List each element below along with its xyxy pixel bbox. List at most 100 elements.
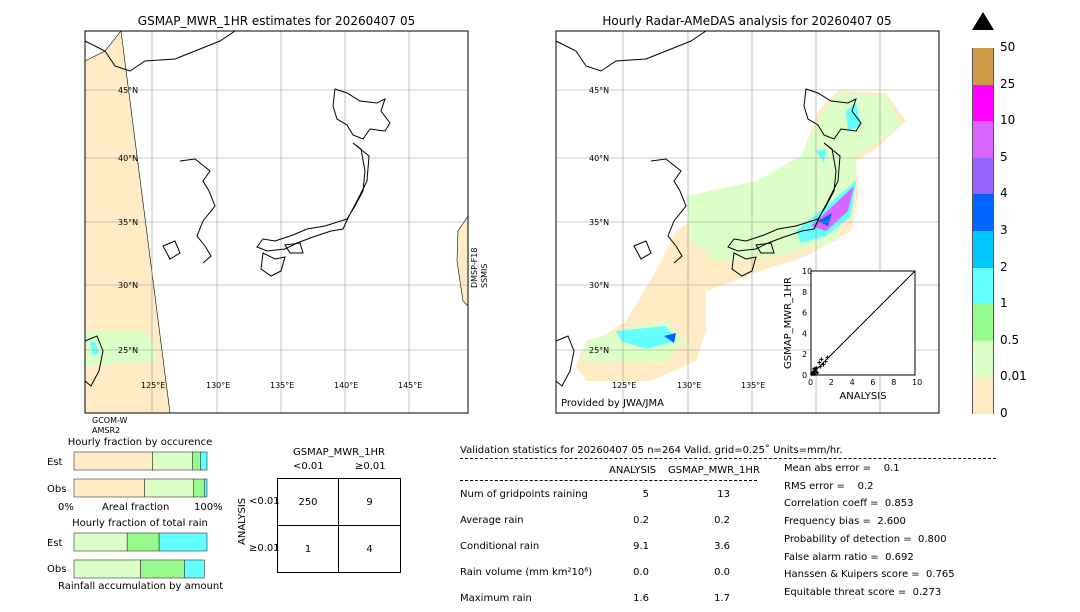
bar-segment: [73, 478, 145, 498]
lon-label: 130°E: [206, 381, 230, 390]
colorbar-swatch: [972, 121, 994, 158]
col-header-2: ≥0.01: [355, 461, 386, 472]
bar-segment: [184, 559, 205, 579]
y-tick-label: 10: [802, 267, 812, 276]
colorbar-extend-arrow: [972, 12, 994, 30]
cell-hit-neg: 250: [278, 479, 339, 526]
lon-label: 130°E: [677, 381, 701, 390]
stats-label: Maximum rain: [460, 593, 532, 604]
stats-label: Num of gridpoints raining: [460, 489, 588, 500]
total-rain-title: Hourly fraction of total rain: [72, 518, 208, 529]
obs-label: Obs: [47, 564, 67, 575]
credit-text: Provided by JWA/JMA: [561, 398, 664, 409]
scatter-point: [815, 370, 820, 375]
bar-segment: [140, 559, 185, 579]
colorbar-swatch: [972, 377, 994, 414]
bar-segment: [144, 478, 195, 498]
cell-hit: 4: [366, 543, 373, 555]
y-tick-label: 6: [802, 309, 807, 318]
sensor-name: AMSR2: [92, 426, 121, 435]
stats-label: Average rain: [460, 515, 524, 526]
rain-area: [818, 213, 832, 226]
scatter-ylabel: GSMAP_MWR_1HR: [783, 277, 794, 369]
col-header-1: <0.01: [293, 461, 324, 472]
coastline: [284, 242, 304, 254]
lat-label: 25°N: [589, 346, 609, 355]
colorbar-swatch: [972, 157, 994, 195]
cell-false-alarm: 9: [339, 479, 400, 526]
lon-label: 125°E: [612, 381, 636, 390]
coastline: [555, 30, 707, 72]
coastline: [633, 240, 652, 260]
stats-a: 1.6: [633, 593, 649, 604]
sensor-name: SSMIS: [480, 263, 489, 289]
scatter-point: [823, 359, 828, 364]
swath-label-right: DMSP-F18 SSMIS: [470, 248, 490, 288]
coastline: [162, 240, 181, 260]
y-tick-label: 2: [802, 350, 807, 359]
colorbar-tick-label: 0.5: [1000, 332, 1020, 347]
coastline: [260, 252, 286, 277]
coastline: [179, 158, 216, 264]
right-map-title: Hourly Radar-AMeDAS analysis for 2026040…: [602, 14, 892, 28]
lat-label: 35°N: [118, 218, 138, 227]
colorbar-tick-label: 50: [1000, 40, 1016, 54]
stats-b: 13: [717, 489, 730, 500]
rain-area: [90, 341, 99, 356]
x-left-label: 0%: [58, 502, 74, 513]
colorbar-tick-label: 1: [1000, 296, 1008, 311]
x-tick-label: 4: [850, 378, 855, 387]
lon-label: 125°E: [141, 381, 165, 390]
colorbar-tick-label: 2: [1000, 259, 1008, 274]
contingency-table: 250 9 1 4: [277, 478, 401, 573]
lat-label: 30°N: [589, 281, 609, 290]
colorbar-tick-label: 25: [1000, 76, 1016, 91]
divider: [460, 480, 757, 481]
lon-label: 140°E: [334, 381, 358, 390]
bar-segment: [152, 451, 193, 471]
lat-label: 40°N: [589, 154, 609, 163]
stats-a: 9.1: [633, 541, 649, 552]
row-axis-label: ANALYSIS: [237, 497, 248, 545]
score-line: Probability of detection = 0.800: [784, 533, 947, 545]
score-line: Correlation coeff = 0.853: [784, 498, 914, 510]
bar-segment: [73, 532, 128, 552]
x-right-label: 100%: [194, 502, 223, 513]
occurrence-title: Hourly fraction by occurence: [67, 437, 213, 448]
bar-segment: [158, 532, 208, 552]
areal-fraction-label: Areal fraction: [102, 502, 170, 513]
map-frame: [84, 30, 469, 414]
coastline: [755, 242, 775, 254]
y-tick-label: 8: [802, 288, 807, 297]
rain-area: [686, 93, 901, 261]
coastline: [84, 335, 104, 387]
coastline: [256, 142, 370, 252]
lon-label: 135°E: [741, 381, 765, 390]
coastline: [803, 88, 862, 140]
satellite-name: GCOM-W: [92, 416, 128, 425]
score-line: Hanssen & Kuipers score = 0.765: [784, 569, 955, 581]
map-frame: [555, 30, 940, 414]
scatter-point: [817, 360, 822, 365]
colorbar-tick-label: 0: [1000, 406, 1008, 420]
coastline: [650, 158, 687, 264]
y-tick-label: 4: [802, 329, 807, 338]
y-tick-label: 0: [802, 371, 807, 380]
bar-segment: [73, 559, 141, 579]
colorbar-tick-label: 0.01: [1000, 369, 1027, 384]
stats-b: 1.7: [714, 593, 730, 604]
scatter-point: [814, 365, 819, 370]
stats-a: 0.2: [633, 515, 649, 526]
stats-header: Validation statistics for 20260407 05 n=…: [460, 445, 843, 456]
row-header-1: <0.01: [249, 496, 280, 507]
accumulation-label: Rainfall accumulation by amount: [58, 581, 224, 592]
score-line: Equitable threat score = 0.273: [784, 586, 942, 598]
fraction-bar: [73, 451, 208, 471]
stats-b: 0.0: [714, 567, 730, 578]
coastline: [84, 30, 236, 72]
coastline: [731, 252, 757, 277]
scatter-point: [812, 366, 817, 371]
colorbar-swatch: [972, 340, 994, 378]
bar-segment: [200, 451, 208, 471]
